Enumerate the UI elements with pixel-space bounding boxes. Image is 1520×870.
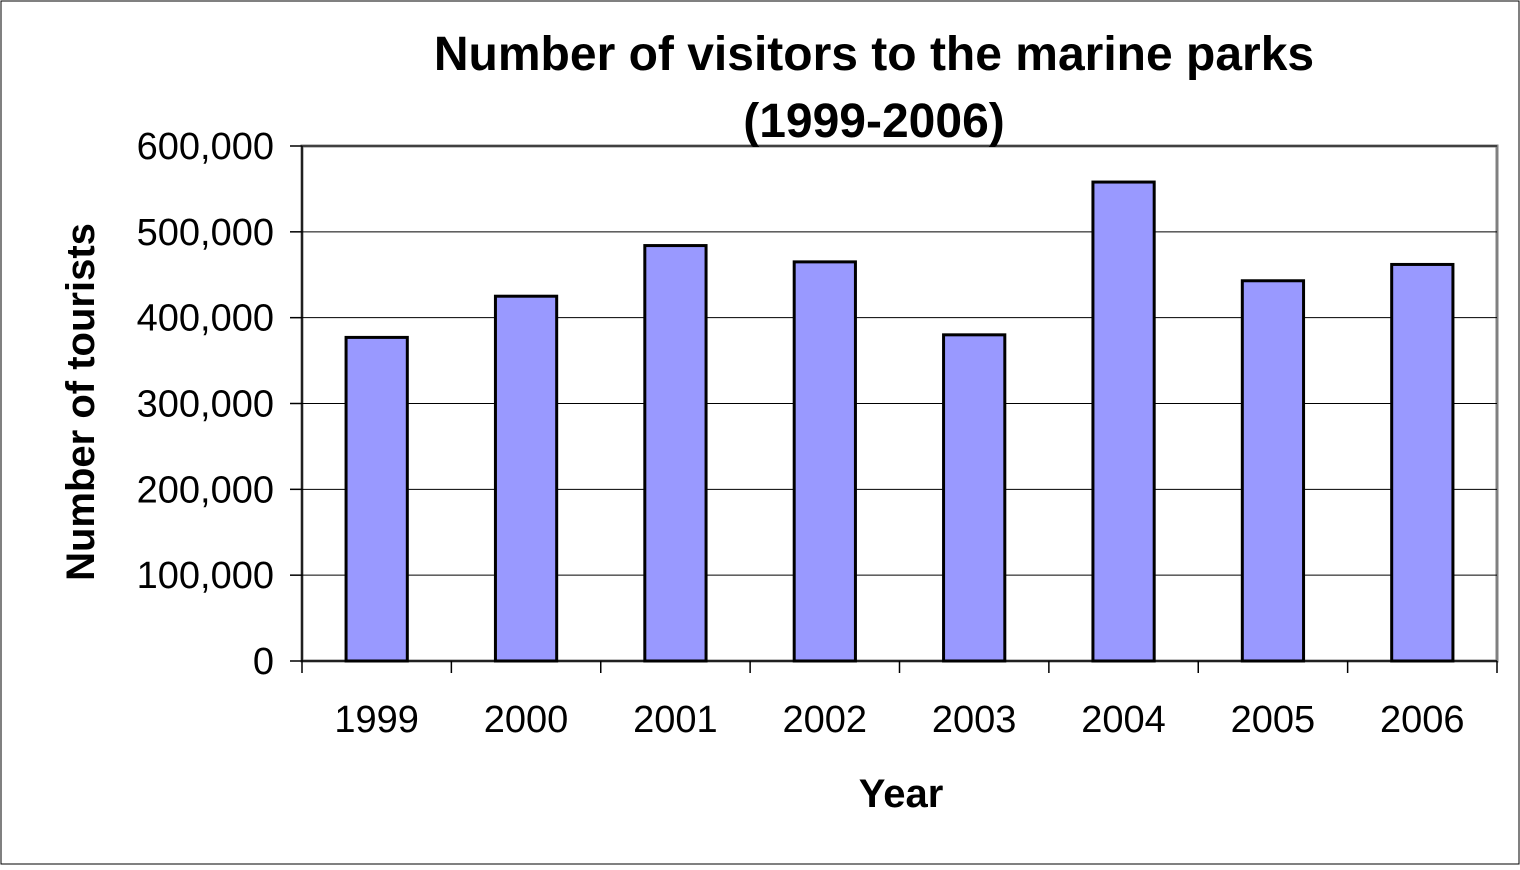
bar-2002 — [792, 260, 857, 663]
bar-2000 — [493, 294, 559, 663]
y-axis-title: Number of tourists — [59, 223, 103, 581]
y-tick-label: 200,000 — [137, 469, 274, 511]
bar-2003 — [942, 333, 1007, 663]
bar-2006 — [1390, 262, 1455, 663]
chart-title-line-1: Number of visitors to the marine parks — [434, 28, 1314, 81]
y-tick-label: 600,000 — [137, 126, 274, 168]
bar-2004 — [1091, 180, 1156, 663]
x-tick-label: 2002 — [783, 699, 868, 741]
x-tick-label: 2003 — [932, 699, 1017, 741]
x-axis-title: Year — [859, 772, 944, 816]
y-ticks: 0 100,000 200,000 300,000 400,000 500,000 600,… — [137, 126, 302, 683]
x-tick-label: 2005 — [1231, 699, 1316, 741]
y-tick-label: 100,000 — [137, 555, 274, 597]
x-ticks: 1999 2000 2001 2002 2003 2004 2005 2006 — [301, 661, 1498, 741]
chart-title-line-2: (1999-2006) — [743, 95, 1005, 148]
y-tick-label: 400,000 — [137, 298, 274, 340]
y-tick-label: 0 — [253, 641, 274, 683]
bar-2001 — [643, 244, 708, 663]
bars — [344, 180, 1455, 663]
x-tick-label: 2004 — [1081, 699, 1166, 741]
bar-2005 — [1240, 279, 1306, 663]
bar-1999 — [344, 335, 409, 663]
x-tick-label: 2001 — [633, 699, 718, 741]
x-tick-label: 1999 — [334, 699, 419, 741]
y-tick-label: 300,000 — [137, 384, 274, 426]
x-tick-label: 2000 — [484, 699, 569, 741]
y-tick-label: 500,000 — [137, 212, 274, 254]
x-tick-label: 2006 — [1380, 699, 1465, 741]
